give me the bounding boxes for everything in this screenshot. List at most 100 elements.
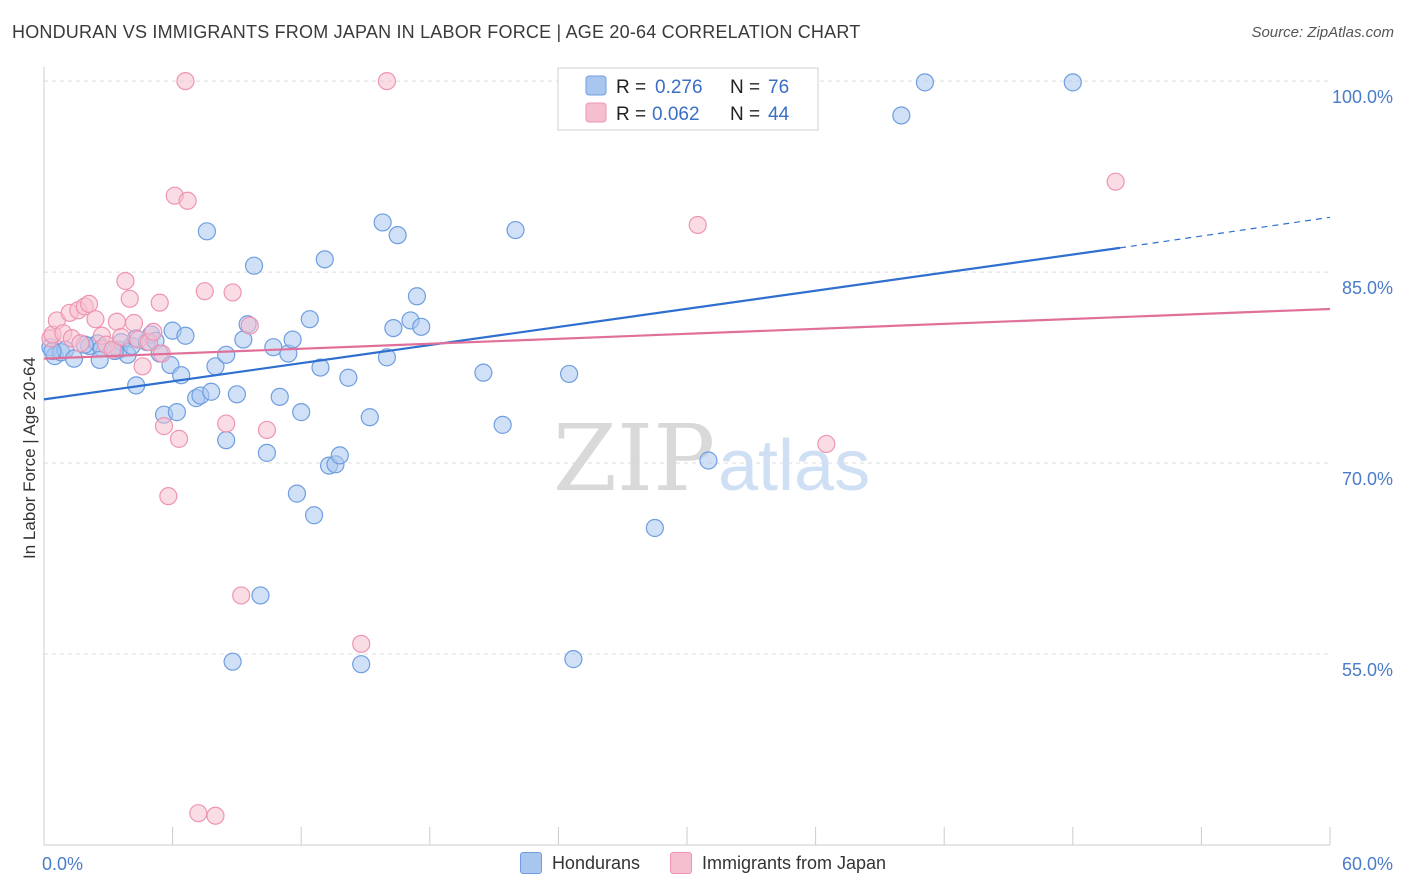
japan-point-32	[195, 282, 214, 301]
stats-legend: R = 0.276 N = 76 R = 0.062 N = 44	[557, 67, 819, 131]
japan-point-16	[116, 271, 135, 291]
japan-point-39	[352, 634, 371, 653]
y-axis-label: In Labor Force | Age 20-64	[20, 357, 39, 559]
honduran-point-38	[257, 443, 277, 462]
honduran-point-65	[560, 364, 579, 384]
series-legend-hondurans[interactable]: Hondurans	[519, 852, 640, 874]
honduran-point-36	[244, 256, 264, 275]
japan-point-38	[257, 420, 277, 440]
honduran-point-64	[506, 220, 525, 240]
y-tick-label-0: 55.0%	[1342, 660, 1393, 680]
points-layer	[41, 71, 1125, 825]
honduran-point-72	[1063, 73, 1082, 92]
y-tick-label-1: 70.0%	[1342, 469, 1393, 489]
japan-point-22	[144, 322, 163, 342]
honduran-point-40	[270, 387, 289, 406]
series-legend-japan[interactable]: Immigrants from Japan	[670, 852, 886, 874]
legend-n-value-2: 44	[768, 104, 790, 125]
honduran-point-22	[167, 403, 186, 422]
japan-point-35	[223, 283, 242, 302]
legend-swatch-hondurans	[585, 75, 607, 96]
honduran-point-60	[407, 287, 427, 306]
grid-layer	[44, 80, 1330, 655]
japan-point-7	[71, 334, 90, 353]
japan-point-30	[178, 191, 197, 210]
japan-point-14	[107, 312, 126, 331]
honduran-point-62	[474, 363, 493, 382]
japan-point-10	[86, 310, 105, 329]
honduran-point-33	[227, 385, 246, 404]
japan-point-40	[377, 71, 397, 91]
legend-n-value-1: 76	[768, 77, 789, 98]
honduran-point-55	[373, 213, 392, 232]
honduran-point-53	[352, 655, 371, 674]
honduran-trend-line	[43, 246, 1121, 401]
japan-point-29	[176, 71, 195, 91]
honduran-point-58	[388, 226, 407, 245]
source-credit: Source: ZipAtlas.com	[1251, 24, 1394, 41]
japan-point-18	[124, 313, 144, 333]
honduran-point-68	[645, 518, 664, 538]
japan-point-41	[688, 215, 707, 235]
honduran-point-51	[330, 446, 349, 465]
honduran-point-61	[412, 317, 431, 336]
honduran-point-63	[493, 415, 512, 434]
honduran-point-48	[315, 250, 334, 269]
honduran-point-30	[217, 431, 236, 450]
japan-point-43	[1106, 172, 1125, 191]
honduran-point-42	[283, 330, 302, 349]
honduran-point-66	[564, 650, 583, 669]
japan-point-20	[133, 357, 152, 376]
honduran-point-54	[360, 408, 379, 427]
legend-n-label-1: N =	[730, 77, 760, 98]
tick-label-layer: 55.0% 70.0% 85.0% 100.0% 0.0% 60.0%	[42, 87, 1393, 874]
japan-point-15	[112, 327, 131, 347]
honduran-point-45	[300, 310, 319, 329]
japan-label: Immigrants from Japan	[702, 852, 887, 873]
watermark-zip: ZIP	[553, 405, 715, 512]
series-legend: Hondurans Immigrants from Japan	[0, 852, 1406, 874]
japan-point-13	[103, 340, 122, 359]
japan-point-23	[150, 293, 169, 312]
japan-point-42	[817, 434, 836, 454]
honduran-point-56	[377, 348, 397, 367]
honduran-point-43	[287, 484, 307, 503]
hondurans-label: Hondurans	[551, 852, 640, 873]
legend-swatch-japan	[585, 102, 607, 123]
legend-r-label-2: R =	[616, 104, 646, 125]
japan-point-17	[120, 289, 139, 308]
japan-point-31	[189, 804, 208, 823]
japan-swatch	[670, 852, 692, 874]
japan-trend-line	[43, 307, 1331, 360]
honduran-point-37	[251, 586, 270, 605]
japan-point-36	[232, 586, 251, 605]
honduran-point-52	[339, 368, 358, 387]
japan-point-9	[79, 294, 99, 314]
axis-layer	[43, 67, 1331, 846]
honduran-point-47	[311, 358, 330, 377]
hondurans-swatch	[519, 852, 542, 874]
x-tick-label-1: 60.0%	[1342, 854, 1393, 874]
japan-point-34	[217, 414, 236, 433]
japan-point-28	[169, 429, 189, 448]
honduran-trend-extension	[1119, 216, 1331, 249]
honduran-point-28	[202, 382, 221, 401]
honduran-point-39	[264, 338, 283, 357]
legend-r-value-1: 0.276	[655, 77, 703, 98]
legend-n-label-2: N =	[730, 104, 760, 125]
honduran-point-32	[223, 652, 242, 671]
chart-title: HONDURAN VS IMMIGRANTS FROM JAPAN IN LAB…	[12, 22, 861, 42]
legend-r-value-2: 0.062	[652, 104, 700, 125]
honduran-point-27	[197, 222, 216, 241]
x-tick-label-0: 0.0%	[42, 854, 83, 874]
japan-point-37	[240, 316, 259, 335]
honduran-point-44	[292, 403, 311, 422]
honduran-point-69	[699, 451, 718, 470]
trend-layer	[43, 216, 1331, 401]
y-tick-label-2: 85.0%	[1342, 278, 1393, 298]
honduran-point-57	[384, 318, 403, 338]
watermark-atlas: atlas	[718, 426, 870, 506]
honduran-point-24	[176, 326, 195, 345]
honduran-point-31	[217, 345, 236, 364]
